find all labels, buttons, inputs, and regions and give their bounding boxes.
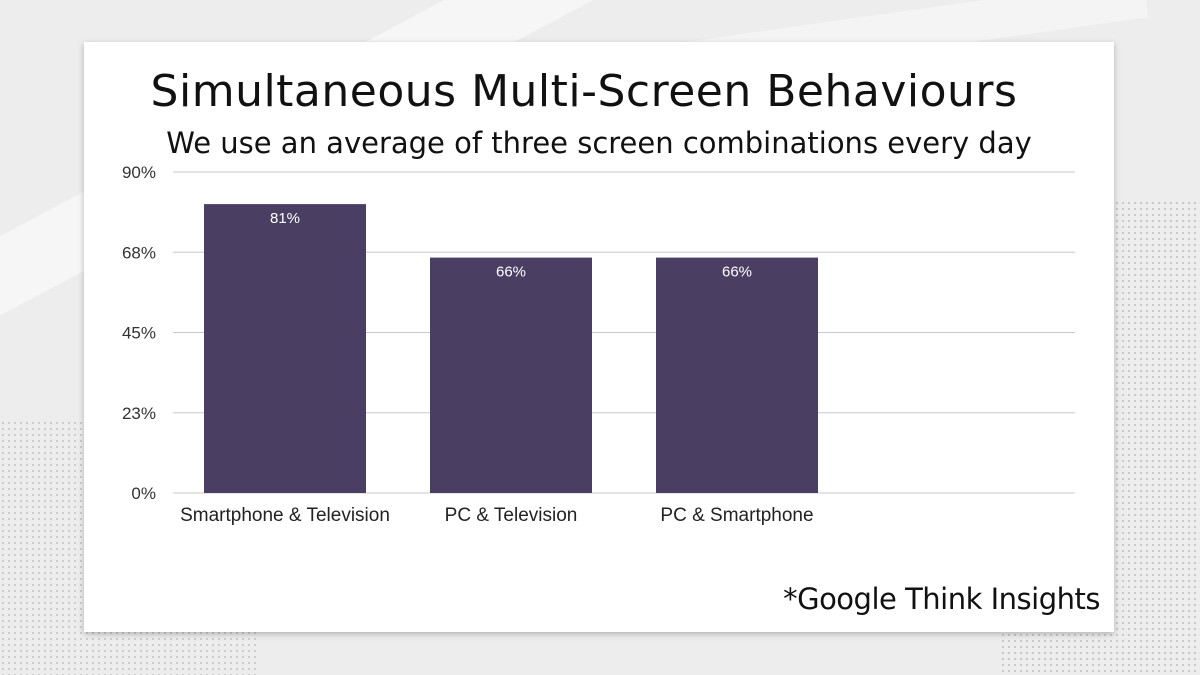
bar bbox=[430, 257, 592, 493]
source-credit: *Google Think Insights bbox=[783, 582, 1100, 616]
y-tick-label: 90% bbox=[122, 163, 156, 182]
bar-chart: 0% 23% 45% 68% 90% 81% Smartphone & Television… bbox=[122, 163, 1075, 526]
data-label: 81% bbox=[270, 210, 300, 227]
y-tick-label: 23% bbox=[122, 404, 156, 423]
labels: 0% 23% 45% 68% 90% 81% Smartphone & Television… bbox=[122, 163, 814, 526]
chart-title: Simultaneous Multi-Screen Behaviours bbox=[150, 66, 1018, 117]
bars bbox=[204, 204, 818, 493]
category-label: PC & Television bbox=[445, 505, 578, 526]
bar bbox=[204, 204, 366, 493]
category-label: PC & Smartphone bbox=[660, 505, 813, 526]
y-tick-label: 0% bbox=[131, 484, 156, 503]
data-label: 66% bbox=[722, 264, 752, 281]
y-tick-label: 45% bbox=[122, 324, 156, 343]
y-tick-label: 68% bbox=[122, 243, 156, 262]
slide-card: Simultaneous Multi-Screen Behaviours We … bbox=[84, 42, 1114, 632]
bar bbox=[656, 257, 818, 493]
chart-subtitle: We use an average of three screen combin… bbox=[166, 126, 1032, 160]
category-label: Smartphone & Television bbox=[180, 505, 390, 526]
data-label: 66% bbox=[496, 264, 526, 281]
